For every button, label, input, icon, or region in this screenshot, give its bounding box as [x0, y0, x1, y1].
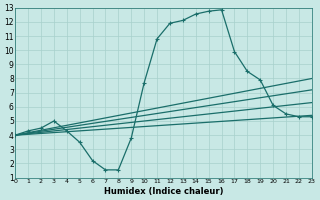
X-axis label: Humidex (Indice chaleur): Humidex (Indice chaleur) — [104, 187, 223, 196]
